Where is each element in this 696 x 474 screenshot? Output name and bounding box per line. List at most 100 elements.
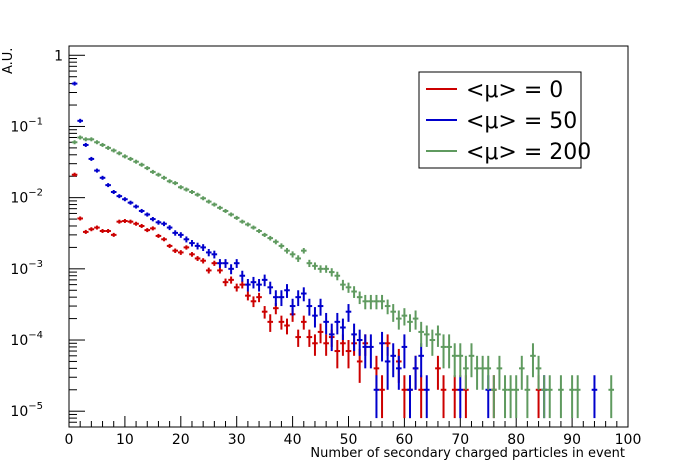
- data-point: [289, 298, 296, 316]
- data-point: [133, 204, 139, 209]
- data-point: [362, 294, 369, 310]
- data-point: [250, 276, 257, 289]
- data-point: [239, 281, 246, 289]
- data-point: [574, 375, 581, 419]
- data-point: [278, 315, 285, 330]
- data-point: [317, 298, 324, 316]
- data-point: [82, 229, 89, 234]
- data-point: [150, 216, 156, 222]
- data-point: [317, 323, 324, 344]
- series-1: [71, 81, 598, 419]
- data-point: [379, 331, 385, 362]
- data-point: [172, 181, 179, 186]
- data-point: [379, 294, 385, 310]
- data-point: [284, 318, 290, 335]
- data-point: [373, 375, 380, 419]
- y-tick-label: 10−4: [10, 330, 43, 349]
- data-point: [351, 286, 357, 298]
- data-point: [328, 323, 335, 352]
- data-point: [524, 375, 531, 419]
- data-point: [295, 255, 301, 262]
- x-tick-label: 100: [615, 432, 642, 448]
- data-point: [334, 271, 341, 281]
- data-point: [418, 321, 424, 347]
- data-point: [205, 267, 212, 274]
- data-point: [423, 325, 430, 347]
- data-point: [446, 334, 452, 369]
- data-point: [233, 283, 240, 292]
- data-point: [82, 142, 89, 147]
- y-axis: 1 10−1 10−2 10−3 10−4 10−5: [10, 48, 85, 428]
- data-point: [541, 375, 547, 419]
- data-point: [384, 299, 391, 315]
- data-point: [300, 315, 307, 330]
- data-point: [138, 162, 145, 167]
- data-point: [178, 232, 184, 238]
- data-point: [300, 287, 307, 302]
- data-point: [468, 343, 475, 378]
- data-point: [166, 179, 173, 184]
- data-point: [295, 329, 301, 347]
- data-point: [273, 239, 279, 245]
- data-point: [194, 192, 201, 197]
- data-point: [222, 208, 229, 213]
- data-point: [77, 216, 83, 221]
- data-point: [172, 230, 179, 236]
- legend-label-mu0: <μ> = 0: [466, 78, 563, 103]
- data-point: [200, 258, 206, 264]
- data-point: [138, 223, 145, 228]
- data-point: [82, 137, 89, 142]
- data-point: [300, 248, 307, 254]
- data-point: [99, 229, 106, 234]
- data-point: [166, 225, 173, 231]
- y-tick-label: 10−3: [10, 259, 43, 278]
- data-point: [289, 251, 296, 258]
- data-point: [217, 259, 223, 268]
- data-point: [390, 304, 397, 322]
- data-point: [77, 135, 83, 140]
- series-0: [71, 172, 542, 419]
- x-tick-label: 10: [116, 432, 134, 448]
- data-point: [245, 222, 251, 227]
- data-point: [105, 183, 111, 188]
- data-point: [312, 334, 318, 356]
- data-point: [228, 212, 234, 217]
- data-point: [105, 145, 111, 150]
- data-point: [362, 334, 369, 369]
- data-point: [485, 355, 492, 390]
- x-tick-label: 70: [451, 432, 469, 448]
- data-point: [423, 375, 430, 419]
- data-point: [267, 314, 274, 332]
- data-point: [278, 290, 285, 307]
- data-point: [457, 343, 464, 378]
- data-point: [161, 221, 167, 227]
- data-point: [261, 306, 268, 319]
- data-point: [451, 375, 458, 419]
- data-point: [530, 343, 536, 378]
- data-point: [440, 334, 447, 369]
- data-point: [351, 323, 357, 352]
- data-point: [127, 200, 134, 205]
- x-tick-label: 90: [563, 432, 581, 448]
- data-point: [401, 375, 408, 419]
- data-point: [99, 175, 106, 180]
- data-point: [418, 343, 424, 378]
- data-point: [211, 250, 218, 259]
- data-point: [412, 310, 419, 330]
- data-point: [396, 310, 402, 330]
- data-point: [94, 140, 100, 145]
- data-point: [211, 260, 218, 266]
- data-point: [205, 199, 212, 204]
- data-point: [116, 194, 123, 199]
- data-point: [284, 284, 290, 298]
- data-point: [328, 268, 335, 277]
- data-point: [261, 274, 268, 287]
- data-point: [323, 334, 329, 356]
- data-point: [407, 314, 413, 332]
- data-point: [591, 375, 598, 419]
- data-point: [513, 375, 519, 419]
- data-point: [200, 244, 206, 252]
- x-tick-label: 40: [284, 432, 302, 448]
- data-point: [239, 270, 246, 282]
